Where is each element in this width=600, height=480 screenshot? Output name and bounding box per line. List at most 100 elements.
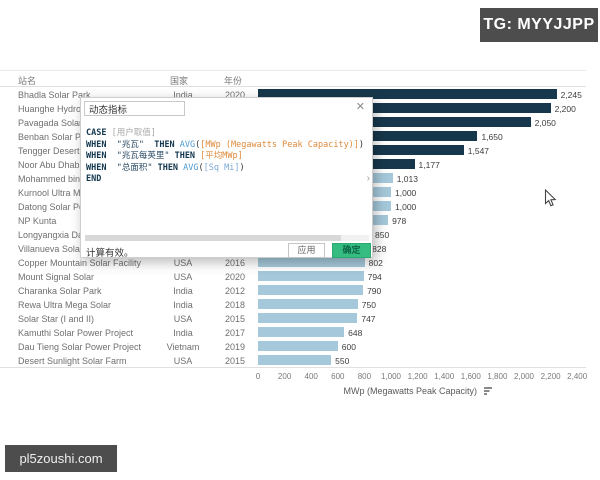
x-axis-title-text: MWp (Megawatts Peak Capacity) — [343, 386, 478, 396]
bar-value-label: 828 — [372, 243, 387, 254]
bar-value-label: 1,000 — [395, 201, 417, 212]
capacity-bar[interactable] — [258, 299, 358, 309]
station-name-cell: Noor Abu Dhabi — [18, 159, 82, 170]
bar-value-label: 850 — [375, 229, 390, 240]
formula-token: [平均MWp] — [200, 151, 243, 161]
x-axis-title: MWp (Megawatts Peak Capacity) — [258, 386, 578, 396]
station-name-cell: Longyangxia Dam So — [18, 229, 105, 240]
formula-token: "兆瓦每英里" — [116, 151, 175, 161]
formula-token: WHEN — [86, 151, 117, 161]
station-name-cell: Pavagada Solar Park — [18, 117, 104, 128]
formula-token: AVG — [183, 162, 199, 173]
capacity-bar[interactable] — [258, 103, 551, 113]
station-name-cell: Benban Solar Park — [18, 131, 94, 142]
station-name-cell: Mount Signal Solar — [18, 271, 95, 282]
formula-token: AVG — [179, 139, 196, 150]
formula-token: [MWp (Megawatts Peak Capacity)] — [200, 139, 359, 150]
station-name-cell: Villanueva Solar Park — [18, 243, 104, 254]
axis-tick-label: 2,400 — [567, 372, 588, 381]
country-cell: USA — [173, 355, 193, 366]
station-name-cell: Bhadla Solar Park — [18, 89, 91, 100]
table-row[interactable]: Charanka Solar Park India 2012 790 — [0, 283, 586, 297]
capacity-bar[interactable] — [258, 89, 557, 99]
axis-tick-label: 1,600 — [460, 372, 481, 381]
country-cell: USA — [173, 271, 193, 282]
bar-value-label: 648 — [348, 327, 363, 338]
bar-value-label: 550 — [335, 355, 350, 366]
bar-value-label: 2,050 — [534, 117, 556, 128]
formula-token: "兆瓦" — [116, 139, 155, 150]
capacity-bar[interactable] — [258, 313, 358, 323]
bar-value-label: 1,013 — [396, 173, 418, 184]
capacity-bar[interactable] — [258, 355, 332, 365]
calc-name-input[interactable] — [84, 101, 185, 116]
year-cell: 2015 — [224, 313, 246, 324]
column-header-country[interactable]: 国家 — [170, 76, 189, 86]
table-row[interactable]: Dau Tieng Solar Power Project Vietnam 2019… — [0, 339, 586, 353]
capacity-bar[interactable] — [258, 285, 364, 295]
sort-descending-icon[interactable] — [483, 387, 493, 395]
formula-token: WHEN — [86, 162, 117, 173]
station-name-cell: Mohammed bin Rash — [18, 173, 104, 184]
formula-token: ( — [195, 139, 201, 150]
axis-tick-label: 0 — [255, 372, 261, 381]
year-cell: 2018 — [224, 299, 246, 310]
year-cell: 2020 — [224, 271, 246, 282]
capacity-bar[interactable] — [258, 257, 365, 267]
table-row[interactable]: Mount Signal Solar USA 2020 794 — [0, 269, 586, 283]
axis-tick-label: 600 — [331, 372, 345, 381]
bar-value-label: 2,245 — [560, 89, 582, 100]
year-cell: 2012 — [224, 285, 246, 296]
table-row[interactable]: Bhadla Solar Park India 2020 2,245 — [0, 87, 586, 101]
table-row[interactable]: Desert Sunlight Solar Farm USA 2015 550 — [0, 353, 586, 367]
formula-editor[interactable]: CASE [用户取值] WHEN "兆瓦" THEN AVG([MWp (Mega… — [86, 128, 364, 186]
axis-tick-label: 1,800 — [487, 372, 508, 381]
axis-tick-label: 1,200 — [407, 372, 428, 381]
axis-tick-label: 200 — [277, 372, 292, 381]
formula-token: WHEN — [86, 139, 117, 150]
table-row[interactable]: Kamuthi Solar Power Project India 2017 648 — [0, 325, 586, 339]
station-name-cell: Charanka Solar Park — [18, 285, 102, 296]
ok-button[interactable]: 确定 — [332, 243, 371, 258]
apply-button[interactable]: 应用 — [288, 243, 325, 258]
table-row[interactable]: Solar Star (I and II) USA 2015 747 — [0, 311, 586, 325]
scrollbar-thumb[interactable] — [85, 235, 341, 241]
table-row[interactable]: Pavagada Solar Park 2,050 — [0, 115, 586, 129]
capacity-bar[interactable] — [258, 327, 345, 337]
expand-arrow-icon[interactable]: › — [366, 173, 370, 184]
table-row[interactable]: Huanghe Hydropowe 2,200 — [0, 101, 586, 115]
country-cell: USA — [173, 257, 193, 268]
capacity-bar[interactable] — [258, 271, 364, 281]
capacity-bar[interactable] — [258, 341, 338, 351]
bar-value-label: 2,200 — [554, 103, 576, 114]
horizontal-scrollbar[interactable] — [85, 235, 369, 241]
country-cell: India — [173, 89, 193, 100]
year-cell: 2020 — [224, 89, 246, 100]
calculated-field-dialog: ✕ CASE [用户取值]WHEN "兆瓦" THEN AVG([MWp (Me… — [80, 97, 373, 259]
table-header: 站名 国家 年份 — [0, 70, 586, 87]
axis-tick-label: 1,000 — [380, 372, 402, 381]
column-header-year[interactable]: 年份 — [224, 76, 243, 86]
year-cell: 2015 — [224, 355, 246, 366]
formula-token: CASE — [86, 128, 112, 138]
formula-token: ) — [358, 139, 365, 150]
bar-value-label: 750 — [361, 299, 376, 310]
table-row[interactable]: Copper Mountain Solar Facility USA 2016 802 — [0, 255, 586, 269]
formula-token: ( — [198, 162, 204, 173]
close-icon[interactable]: ✕ — [355, 101, 365, 113]
bar-value-label: 1,000 — [395, 187, 417, 198]
tg-badge: TG: MYYJJPP — [480, 8, 598, 42]
table-row[interactable]: Rewa Ultra Mega Solar India 2018 750 — [0, 297, 586, 311]
column-header-station[interactable]: 站名 — [18, 76, 37, 86]
country-cell: India — [173, 285, 193, 296]
capacity-bar[interactable] — [258, 117, 531, 127]
station-name-cell: NP Kunta — [18, 215, 57, 226]
station-name-cell: Huanghe Hydropowe — [18, 103, 103, 114]
station-name-cell: Tengger Desert Solar — [18, 145, 104, 156]
formula-token: "总面积" — [116, 162, 158, 173]
station-name-cell: Kurnool Ultra Mega S — [18, 187, 105, 198]
axis-tick-label: 2,000 — [513, 372, 535, 381]
country-cell: Vietnam — [166, 341, 200, 352]
bar-value-label: 747 — [361, 313, 376, 324]
bar-value-label: 794 — [367, 271, 382, 282]
